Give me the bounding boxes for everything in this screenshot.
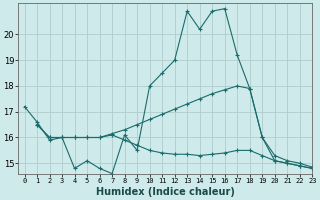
X-axis label: Humidex (Indice chaleur): Humidex (Indice chaleur) (96, 187, 235, 197)
